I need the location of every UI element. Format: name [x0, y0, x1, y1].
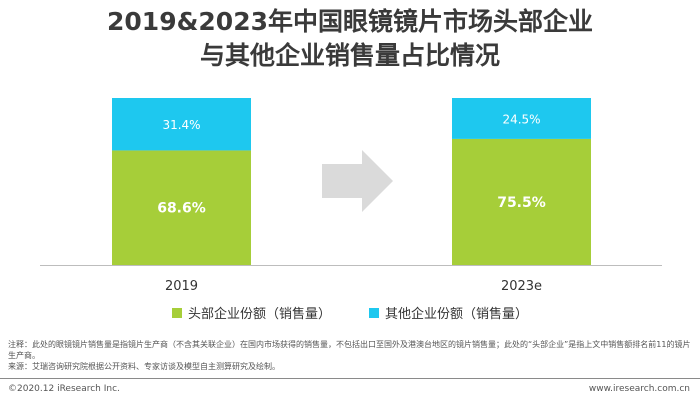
footnote-source: 来源：艾瑞咨询研究院根据公开资料、专家访谈及模型自主测算研究及绘制。	[8, 362, 280, 371]
legend-swatch-other	[369, 307, 379, 318]
data-label-head-2023e: 75.5%	[497, 195, 546, 211]
footer-copyright: ©2020.12 iResearch Inc.	[8, 384, 120, 394]
legend-swatch-head	[171, 307, 182, 318]
chart-title-line-1: 2019&2023年中国眼镜镜片市场头部企业	[107, 7, 593, 36]
data-label-head-2019: 68.6%	[157, 201, 206, 217]
footer-divider	[0, 378, 700, 379]
legend-label-head: 头部企业份额（销售量）	[187, 307, 331, 322]
legend-item-other: 其他企业份额（销售量）	[369, 303, 528, 322]
data-label-other-2019: 31.4%	[162, 118, 200, 132]
chart-title-line-2: 与其他企业销售量占比情况	[199, 41, 500, 70]
footer-website: www.iresearch.com.cn	[588, 384, 690, 394]
legend-item-head: 头部企业份额（销售量）	[171, 303, 331, 322]
transition-arrow-icon	[322, 150, 393, 212]
stacked-bar-chart: 68.6% 31.4% 2019 75.5% 24.5% 2023e	[40, 98, 662, 294]
chart-legend: 头部企业份额（销售量） 其他企业份额（销售量）	[0, 303, 700, 322]
x-tick-label-2019: 2019	[165, 279, 198, 294]
bar-segment-other-2019	[112, 98, 251, 151]
data-label-other-2023e: 24.5%	[502, 112, 540, 126]
legend-label-other: 其他企业份额（销售量）	[385, 307, 529, 322]
footnote-annotation: 注释：此处的眼镜镜片销售量是指镜片生产商（不含其关联企业）在国内市场获得的销售量…	[8, 340, 691, 360]
x-tick-label-2023e: 2023e	[501, 279, 542, 294]
bar-segment-head-2023e	[452, 138, 591, 265]
bar-segment-head-2019	[112, 150, 251, 265]
bar-segment-other-2023e	[452, 98, 591, 139]
